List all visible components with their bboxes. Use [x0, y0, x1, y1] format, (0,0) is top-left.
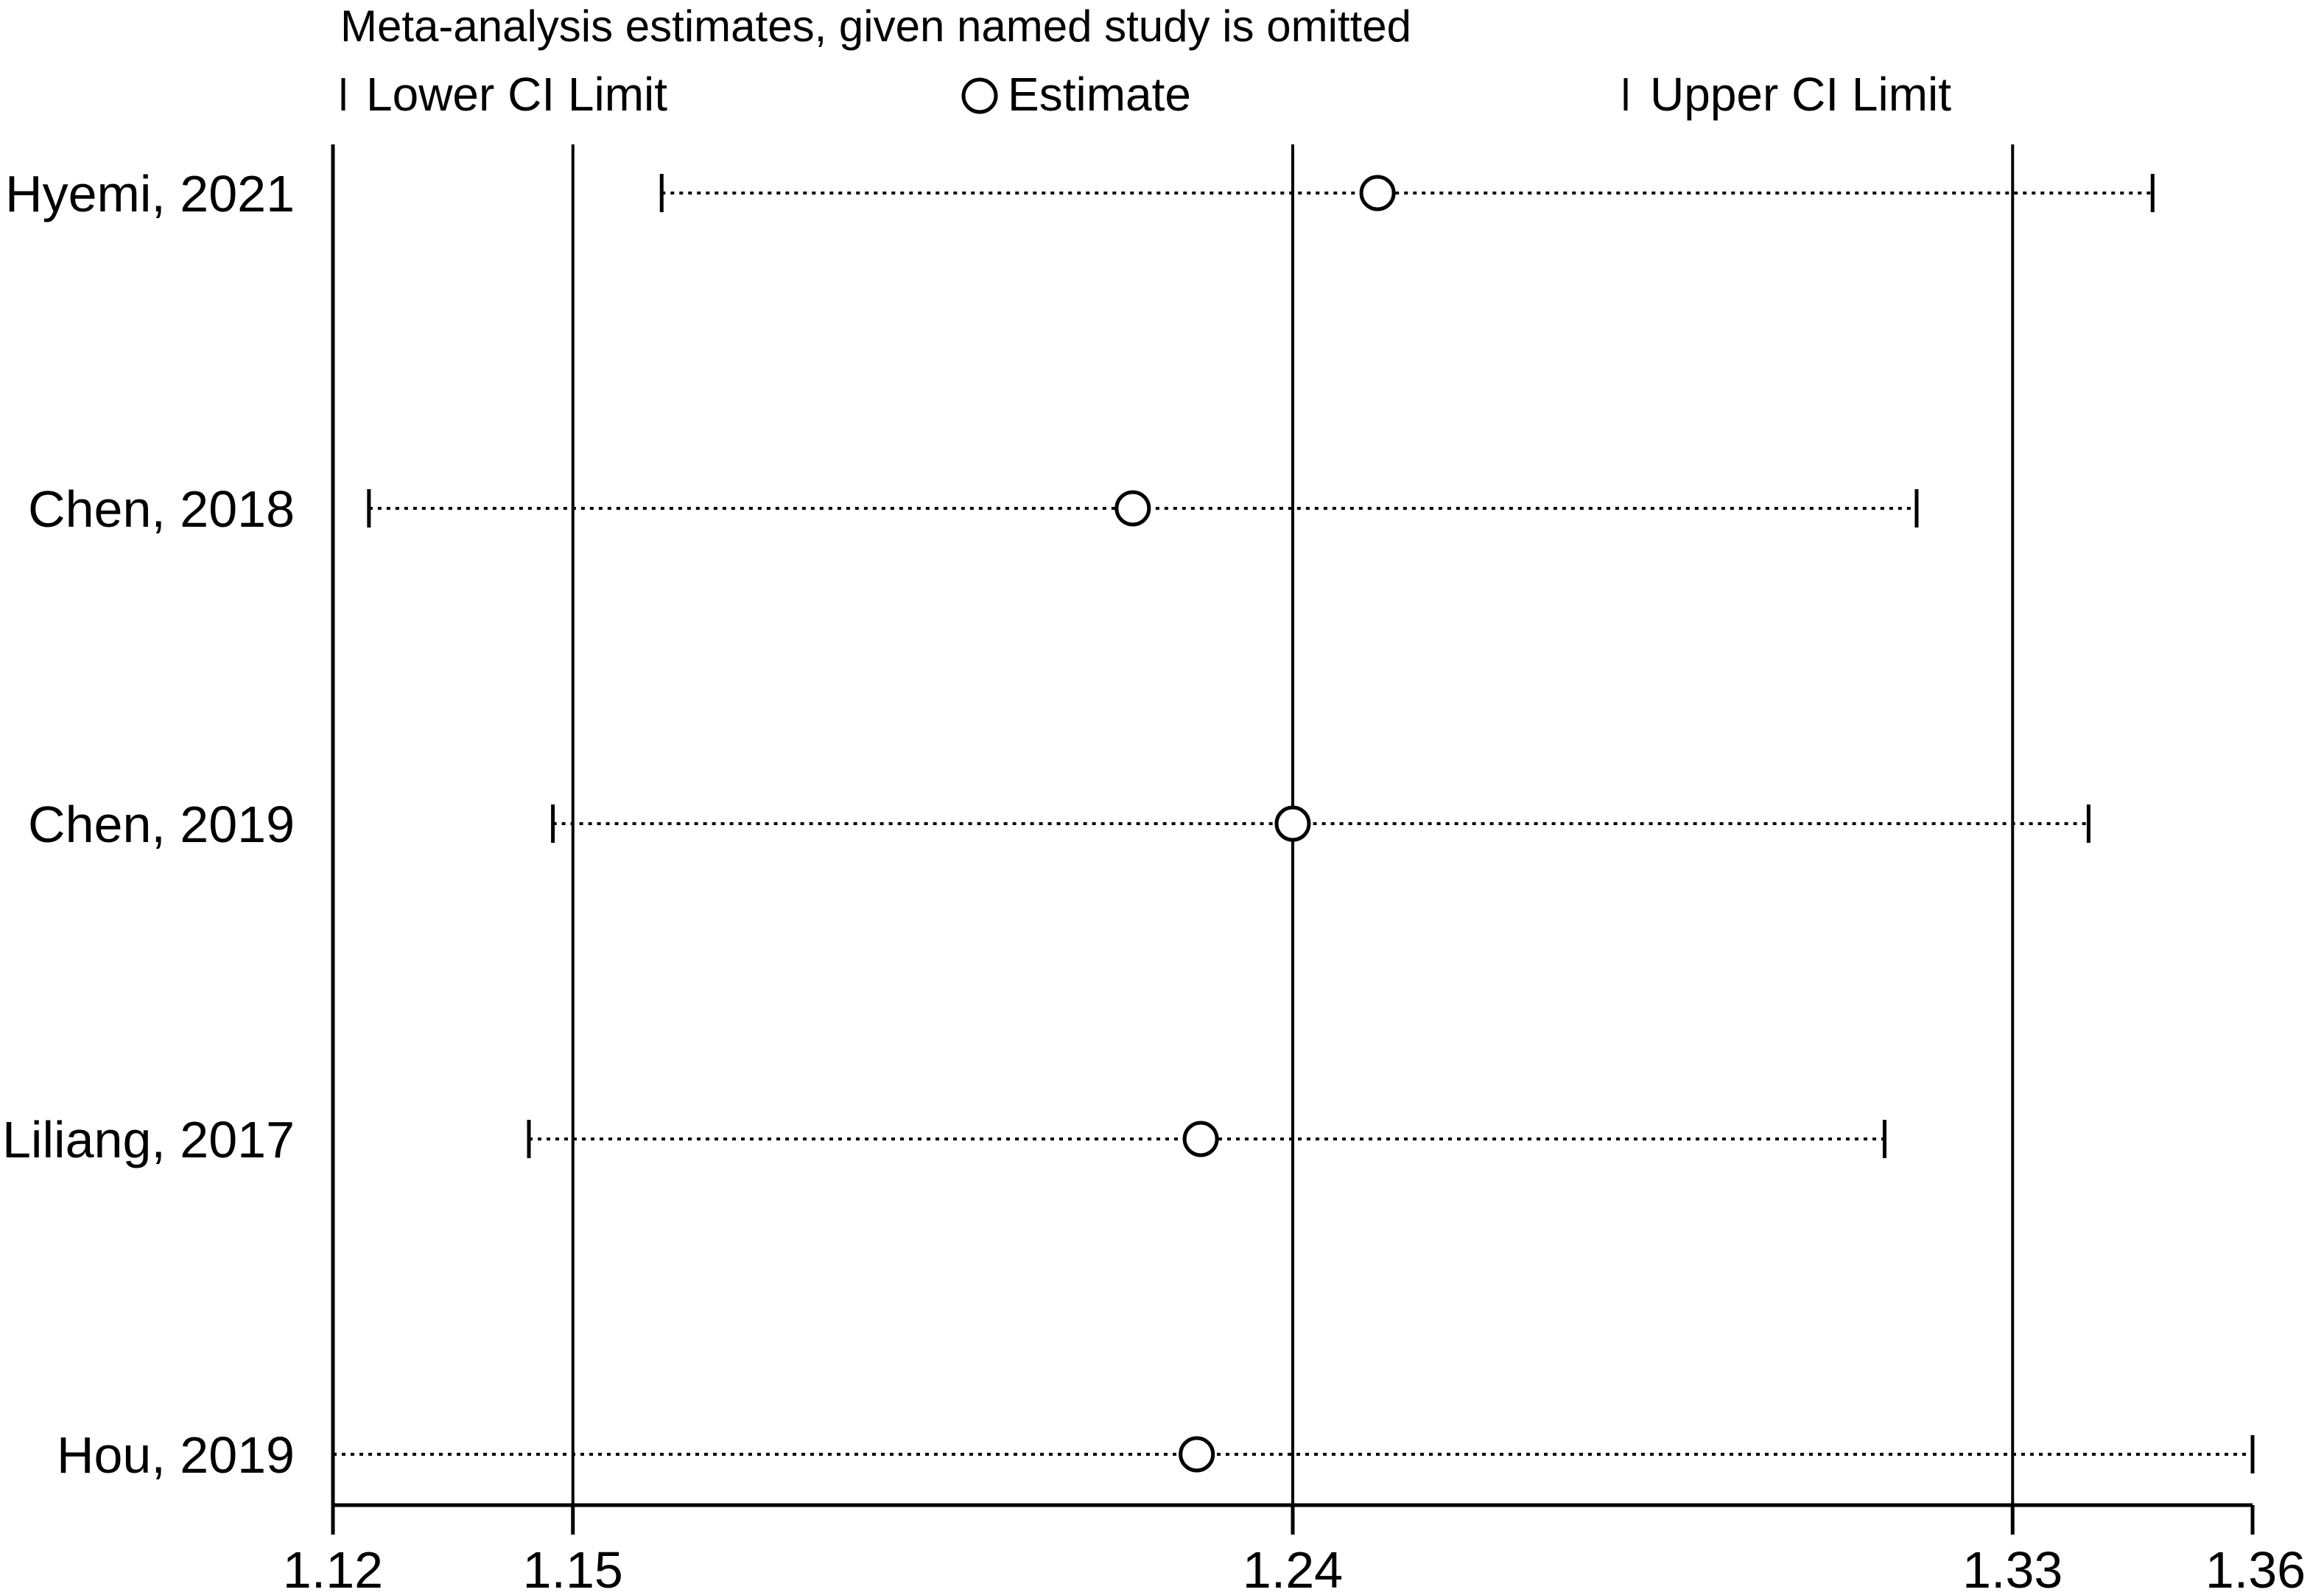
legend-estimate-label: Estimate: [1008, 68, 1191, 121]
estimate-marker: [1274, 805, 1311, 842]
study-label: Hyemi, 2021: [5, 165, 295, 222]
study-row: Hou, 2019: [57, 1426, 2255, 1484]
x-tick-label: 1.15: [523, 1541, 623, 1595]
legend-upper-label: Upper CI Limit: [1650, 68, 1951, 121]
estimate-marker: [1179, 1436, 1215, 1473]
x-tick-label: 1.33: [1962, 1541, 2063, 1595]
x-axis-ticks: 1.12 1.15 1.24 1.33 1.36: [283, 1505, 2306, 1595]
estimate-marker: [1182, 1121, 1219, 1157]
legend: Lower CI Limit Estimate Upper CI Limit: [341, 68, 1951, 121]
study-row: Chen, 2018: [28, 480, 1919, 538]
x-tick-label: 1.12: [283, 1541, 383, 1595]
study-label: Chen, 2019: [28, 796, 295, 853]
legend-lower-label: Lower CI Limit: [366, 68, 667, 121]
study-label: Liliang, 2017: [2, 1111, 295, 1168]
study-label: Hou, 2019: [57, 1426, 295, 1484]
study-row: Liliang, 2017: [2, 1111, 1887, 1168]
estimate-marker: [1359, 175, 1396, 211]
study-row: Hyemi, 2021: [5, 165, 2155, 222]
chart-title: Meta-analysis estimates, given named stu…: [340, 1, 1411, 51]
x-tick-label: 1.24: [1243, 1541, 1343, 1595]
legend-estimate-marker: [961, 77, 998, 114]
x-tick-label: 1.36: [2205, 1541, 2306, 1595]
estimate-marker: [1114, 490, 1151, 527]
study-rows: Hyemi, 2021 Chen, 2018 Chen, 2019 Liliang, …: [2, 165, 2255, 1484]
study-label: Chen, 2018: [28, 480, 295, 538]
study-row: Chen, 2019: [28, 796, 2090, 853]
